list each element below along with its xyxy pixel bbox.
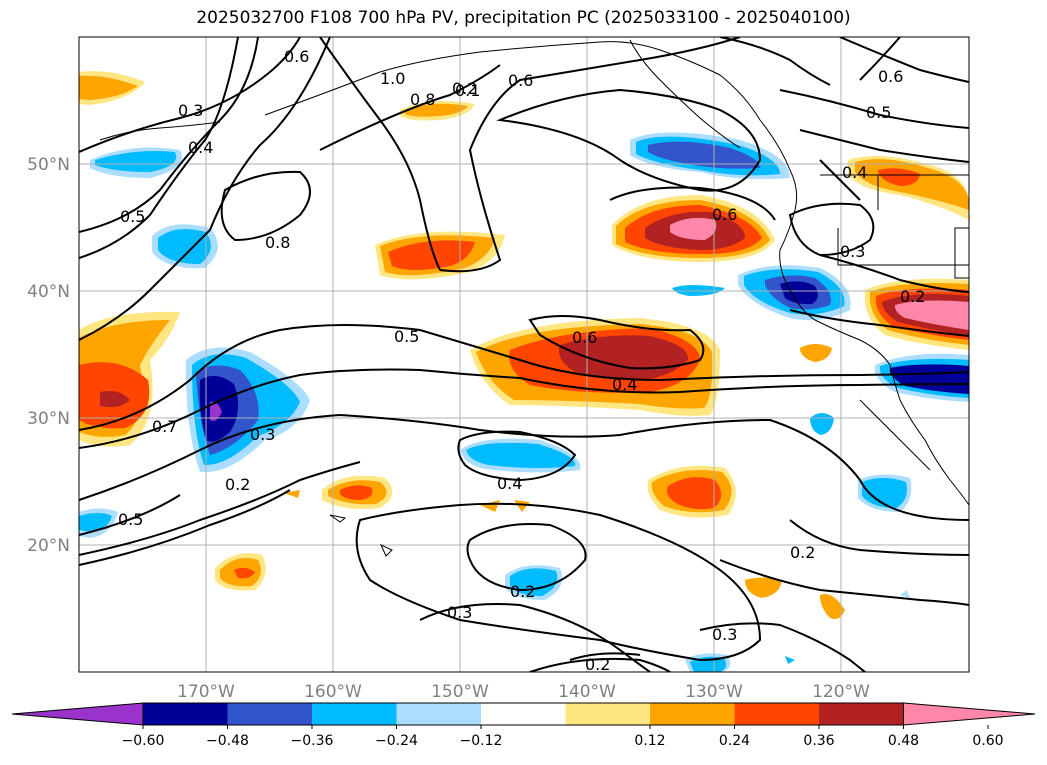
- colorbar-swatch: [650, 703, 735, 725]
- contour-label: 0.5: [394, 327, 419, 346]
- lon-tick-label: 140°W: [558, 682, 616, 702]
- colorbar-tick-label: −0.24: [375, 733, 418, 749]
- contour-label: 0.2: [585, 655, 610, 674]
- contour-labels: 0.3 0.4 0.5 0.6 0.7 0.8 1.0 0.1 0.2 0.5 …: [118, 47, 925, 674]
- contour-label: 0.8: [410, 90, 435, 109]
- lat-tick-labels: 20°N 30°N 40°N 50°N: [27, 155, 70, 556]
- lat-tick-label: 50°N: [27, 155, 70, 175]
- colorbar-tick-label: 0.36: [803, 733, 834, 749]
- contour-label: 0.6: [572, 328, 597, 347]
- colorbar-swatch: [481, 703, 566, 725]
- contour-label: 0.4: [842, 163, 867, 182]
- contour-label: 0.1: [455, 81, 480, 100]
- contour-label: 0.3: [250, 425, 275, 444]
- pv-contours: [79, 37, 969, 672]
- colorbar-frame: [142, 702, 904, 726]
- contour-label: 0.6: [878, 67, 903, 86]
- colorbar-swatch: [734, 703, 819, 725]
- colorbar-swatch: [396, 703, 481, 725]
- map-border: [78, 36, 970, 673]
- contour-label: 0.5: [866, 103, 891, 122]
- contour-label: 0.6: [712, 205, 737, 224]
- colorbar-swatch: [819, 703, 904, 725]
- colorbar-tick-label: 0.48: [888, 733, 919, 749]
- lon-tick-label: 150°W: [431, 682, 489, 702]
- colorbar-tick-label: 0.12: [634, 733, 665, 749]
- colorbar-swatch: [565, 703, 650, 725]
- lat-tick-label: 20°N: [27, 536, 70, 556]
- contour-label: 1.0: [380, 69, 405, 88]
- colorbar-tick-label: −0.36: [291, 733, 334, 749]
- contour-label: 0.5: [120, 207, 145, 226]
- contour-label: 0.7: [152, 417, 177, 436]
- lat-tick-label: 40°N: [27, 282, 70, 302]
- colorbar-extend-high: [903, 702, 1036, 726]
- colorbar-tick-label: 0.24: [719, 733, 750, 749]
- lon-tick-label: 130°W: [685, 682, 743, 702]
- contour-label: 0.3: [712, 625, 737, 644]
- colorbar-tick-label: −0.48: [206, 733, 249, 749]
- contour-label: 0.4: [188, 138, 213, 157]
- colorbar-extend-low: [11, 702, 144, 726]
- colorbar-tick-label: −0.12: [460, 733, 503, 749]
- contour-label: 0.2: [225, 475, 250, 494]
- contour-label: 0.2: [900, 287, 925, 306]
- contour-label: 0.5: [118, 510, 143, 529]
- colorbar-swatch: [227, 703, 312, 725]
- lon-tick-label: 120°W: [812, 682, 870, 702]
- lon-tick-labels: 170°W 160°W 150°W 140°W 130°W 120°W: [177, 682, 870, 702]
- contour-label: 0.3: [447, 603, 472, 622]
- contour-label: 0.2: [790, 543, 815, 562]
- colorbar-tick-label: 0.60: [972, 733, 1003, 749]
- contour-label: 0.2: [510, 582, 535, 601]
- contour-label: 0.6: [508, 71, 533, 90]
- lon-tick-label: 170°W: [177, 682, 235, 702]
- page-title: 2025032700 F108 700 hPa PV, precipitatio…: [196, 8, 851, 28]
- colorbar: −0.60 −0.48 −0.36 −0.24 −0.12 0.12 0.24 0.36 0.4…: [11, 702, 1036, 749]
- lat-tick-label: 30°N: [27, 409, 70, 429]
- contour-label: 0.4: [612, 375, 637, 394]
- contour-label: 0.6: [284, 47, 309, 66]
- lon-tick-label: 160°W: [304, 682, 362, 702]
- contour-label: 0.4: [497, 474, 522, 493]
- contour-label: 0.3: [840, 242, 865, 261]
- colorbar-swatch: [143, 703, 228, 725]
- contour-label: 0.8: [265, 233, 290, 252]
- colorbar-tick-label: −0.60: [122, 733, 165, 749]
- contour-label: 0.2: [452, 79, 477, 98]
- colorbar-swatch: [312, 703, 397, 725]
- contour-label: 0.3: [178, 101, 203, 120]
